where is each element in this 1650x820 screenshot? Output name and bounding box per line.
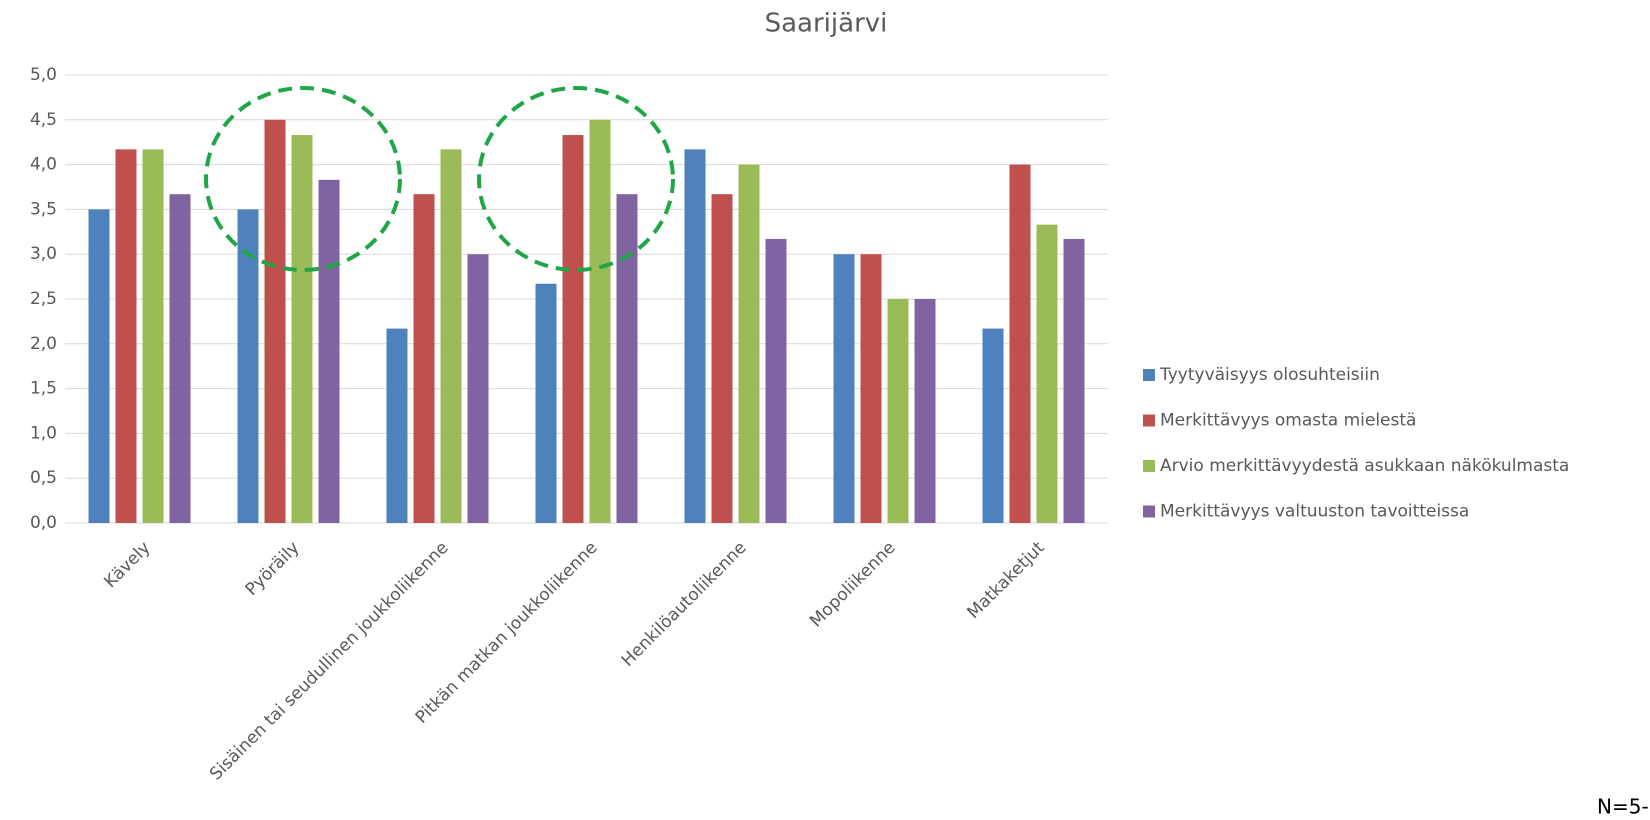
annotation: N=5-6 bbox=[1597, 795, 1650, 819]
bar bbox=[1009, 164, 1031, 523]
y-tick-label: 0,0 bbox=[30, 513, 57, 533]
y-tick-label: 1,0 bbox=[30, 423, 57, 443]
bar bbox=[684, 149, 706, 524]
bar bbox=[1063, 238, 1085, 523]
bar bbox=[887, 299, 909, 523]
bar bbox=[291, 135, 313, 524]
bar bbox=[738, 164, 760, 523]
chart-title: Saarijärvi bbox=[765, 9, 888, 39]
highlight-circle bbox=[204, 86, 402, 272]
legend-swatch bbox=[1143, 369, 1155, 381]
legend-label: Merkittävyys valtuuston tavoitteissa bbox=[1160, 502, 1469, 522]
legend-swatch bbox=[1143, 460, 1155, 472]
y-tick-label: 3,5 bbox=[30, 199, 57, 219]
bar bbox=[318, 179, 340, 523]
bar bbox=[616, 194, 638, 523]
bar bbox=[237, 209, 259, 523]
bar bbox=[264, 119, 286, 524]
y-tick-label: 2,5 bbox=[30, 289, 57, 309]
bar bbox=[440, 149, 462, 524]
y-tick-label: 1,5 bbox=[30, 379, 57, 399]
bar bbox=[413, 194, 435, 523]
y-tick-label: 0,5 bbox=[30, 468, 57, 488]
legend-swatch bbox=[1143, 505, 1155, 518]
bar bbox=[562, 135, 584, 524]
bar bbox=[169, 194, 191, 523]
bar bbox=[589, 119, 611, 524]
bar bbox=[88, 209, 110, 523]
y-tick-label: 4,0 bbox=[30, 155, 57, 175]
y-tick-label: 2,0 bbox=[30, 334, 57, 354]
bar bbox=[711, 194, 733, 523]
bar bbox=[982, 328, 1004, 523]
y-tick-label: 5,0 bbox=[30, 65, 57, 85]
bar bbox=[386, 328, 408, 523]
legend-label: Merkittävyys omasta mielestä bbox=[1160, 411, 1416, 431]
bar bbox=[914, 299, 936, 523]
bar bbox=[467, 254, 489, 523]
bar bbox=[860, 254, 882, 523]
bar bbox=[115, 149, 137, 524]
y-tick-label: 3,0 bbox=[30, 244, 57, 264]
bar bbox=[142, 149, 164, 524]
bar bbox=[833, 254, 855, 523]
bar bbox=[535, 283, 557, 523]
legend-label: Arvio merkittävyydestä asukkaan näkökulm… bbox=[1160, 456, 1569, 476]
legend-label: Tyytyväisyys olosuhteisiin bbox=[1159, 365, 1380, 385]
legend-swatch bbox=[1143, 414, 1155, 427]
bar bbox=[1036, 224, 1058, 523]
highlight-circle bbox=[477, 86, 675, 272]
y-tick-label: 4,5 bbox=[30, 110, 57, 130]
bar bbox=[765, 238, 787, 523]
